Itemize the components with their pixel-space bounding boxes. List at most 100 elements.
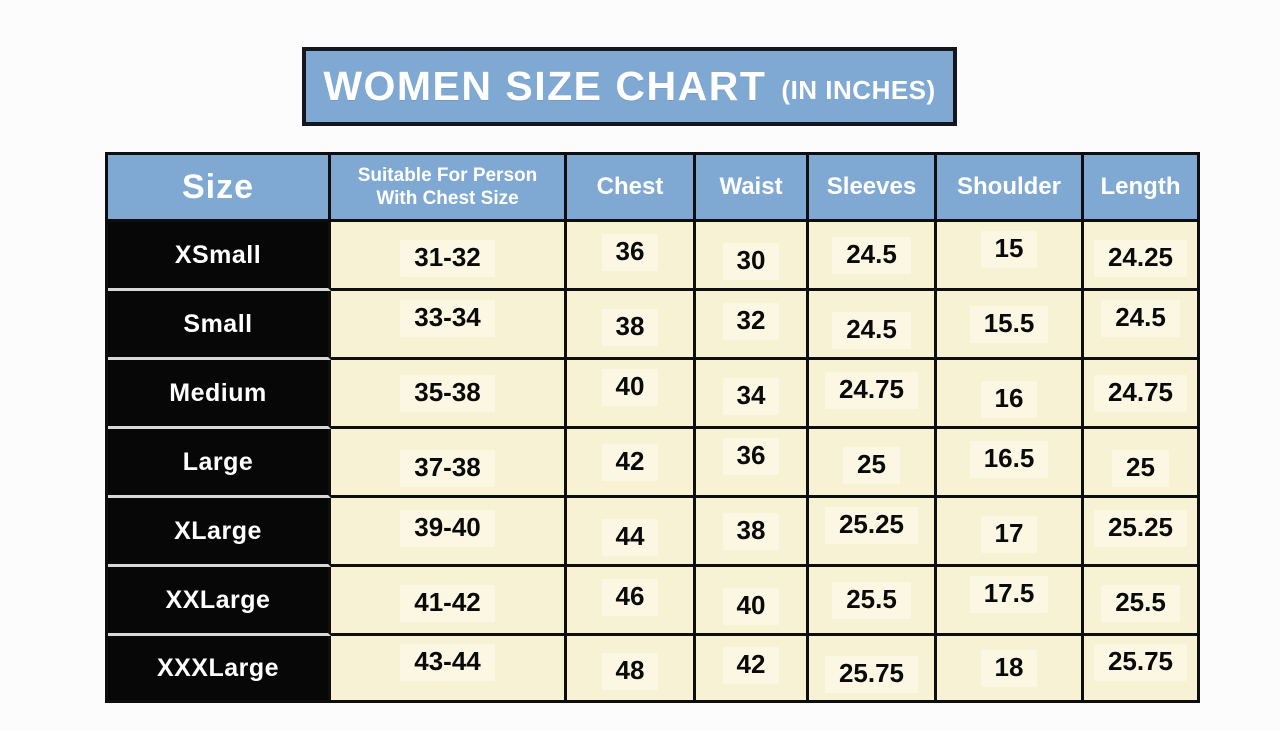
size-label-cell: Medium (108, 360, 331, 430)
table-row-xsmall: XSmall 31-32 36 30 24.5 15 24.25 (108, 222, 1197, 292)
cell-value: 43-44 (400, 643, 495, 681)
value-cell-chest: 36 (567, 222, 696, 292)
cell-value: 40 (722, 587, 780, 625)
page-title-units: (IN INCHES) (781, 74, 936, 105)
cell-value: 40 (601, 368, 659, 406)
table-row-xlarge: XLarge 39-40 44 38 25.25 17 25.25 (108, 498, 1197, 568)
value-cell-length: 25.75 (1084, 636, 1197, 700)
table-header-row: Size Suitable For Person With Chest Size C… (108, 155, 1197, 222)
column-header-size: Size (108, 155, 331, 222)
cell-value: 17 (980, 515, 1038, 553)
cell-value: 16.5 (969, 440, 1049, 478)
size-chart-table: Size Suitable For Person With Chest Size C… (105, 152, 1200, 703)
value-cell-chest: 40 (567, 360, 696, 430)
value-cell-fit: 31-32 (331, 222, 567, 292)
cell-value: 32 (722, 302, 780, 340)
table-row-xxlarge: XXLarge 41-42 46 40 25.5 17.5 25.5 (108, 567, 1197, 637)
cell-value: 25.75 (1093, 643, 1188, 681)
cell-value: 36 (601, 233, 659, 271)
cell-value: 18 (980, 649, 1038, 687)
value-cell-fit: 35-38 (331, 360, 567, 430)
cell-value: 25 (843, 446, 900, 484)
cell-value: 25.25 (1093, 509, 1188, 547)
value-cell-length: 25 (1084, 429, 1197, 499)
cell-value: 38 (722, 512, 780, 550)
value-cell-sleeves: 24.5 (809, 291, 937, 361)
value-cell-length: 25.25 (1084, 498, 1197, 568)
column-header-chest: Chest (567, 155, 696, 222)
value-cell-waist: 40 (696, 567, 809, 637)
cell-value: 37-38 (400, 449, 495, 487)
column-header-shoulder: Shoulder (937, 155, 1084, 222)
cell-value: 24.5 (832, 236, 911, 274)
value-cell-waist: 30 (696, 222, 809, 292)
value-cell-waist: 36 (696, 429, 809, 499)
size-label-cell: Large (108, 429, 331, 499)
value-cell-chest: 48 (567, 636, 696, 700)
cell-value: 17.5 (969, 575, 1049, 613)
cell-value: 42 (722, 646, 780, 684)
value-cell-sleeves: 25.25 (809, 498, 937, 568)
value-cell-sleeves: 25 (809, 429, 937, 499)
cell-value: 31-32 (400, 239, 495, 277)
value-cell-waist: 38 (696, 498, 809, 568)
page-title: WOMEN SIZE CHART (323, 63, 767, 109)
cell-value: 25.5 (832, 581, 911, 619)
cell-value: 15.5 (969, 305, 1049, 343)
cell-value: 41-42 (400, 584, 495, 622)
value-cell-shoulder: 15 (937, 222, 1084, 292)
cell-value: 39-40 (400, 509, 495, 547)
column-header-sleeves: Sleeves (809, 155, 937, 222)
cell-value: 16 (980, 380, 1038, 418)
value-cell-shoulder: 16.5 (937, 429, 1084, 499)
cell-value: 25.25 (824, 506, 919, 544)
value-cell-fit: 39-40 (331, 498, 567, 568)
value-cell-shoulder: 18 (937, 636, 1084, 700)
cell-value: 25.5 (1101, 584, 1180, 622)
value-cell-shoulder: 15.5 (937, 291, 1084, 361)
value-cell-chest: 38 (567, 291, 696, 361)
column-header-length: Length (1084, 155, 1197, 222)
cell-value: 36 (722, 437, 780, 475)
cell-value: 35-38 (400, 374, 495, 412)
cell-value: 34 (722, 377, 780, 415)
table-row-medium: Medium 35-38 40 34 24.75 16 24.75 (108, 360, 1197, 430)
value-cell-shoulder: 17.5 (937, 567, 1084, 637)
cell-value: 25.75 (824, 655, 919, 693)
value-cell-waist: 32 (696, 291, 809, 361)
value-cell-shoulder: 16 (937, 360, 1084, 430)
value-cell-sleeves: 25.5 (809, 567, 937, 637)
cell-value: 24.5 (832, 311, 911, 349)
column-header-waist: Waist (696, 155, 809, 222)
cell-value: 38 (601, 308, 659, 346)
value-cell-chest: 46 (567, 567, 696, 637)
cell-value: 42 (601, 443, 659, 481)
value-cell-sleeves: 24.75 (809, 360, 937, 430)
column-header-fit: Suitable For Person With Chest Size (331, 155, 567, 222)
value-cell-length: 24.5 (1084, 291, 1197, 361)
cell-value: 44 (601, 518, 659, 556)
value-cell-fit: 43-44 (331, 636, 567, 700)
cell-value: 24.5 (1101, 299, 1180, 337)
table-row-large: Large 37-38 42 36 25 16.5 25 (108, 429, 1197, 499)
cell-value: 33-34 (400, 299, 495, 337)
size-label-cell: XXLarge (108, 567, 331, 637)
value-cell-waist: 34 (696, 360, 809, 430)
value-cell-waist: 42 (696, 636, 809, 700)
value-cell-length: 24.25 (1084, 222, 1197, 292)
value-cell-length: 24.75 (1084, 360, 1197, 430)
cell-value: 24.25 (1093, 239, 1188, 277)
value-cell-chest: 42 (567, 429, 696, 499)
cell-value: 48 (601, 652, 659, 690)
value-cell-fit: 33-34 (331, 291, 567, 361)
size-label-cell: XLarge (108, 498, 331, 568)
cell-value: 25 (1112, 449, 1169, 487)
size-label-cell: XSmall (108, 222, 331, 292)
value-cell-sleeves: 25.75 (809, 636, 937, 700)
value-cell-sleeves: 24.5 (809, 222, 937, 292)
cell-value: 24.75 (1093, 374, 1188, 412)
value-cell-chest: 44 (567, 498, 696, 568)
value-cell-shoulder: 17 (937, 498, 1084, 568)
cell-value: 24.75 (824, 371, 919, 409)
size-label-cell: Small (108, 291, 331, 361)
